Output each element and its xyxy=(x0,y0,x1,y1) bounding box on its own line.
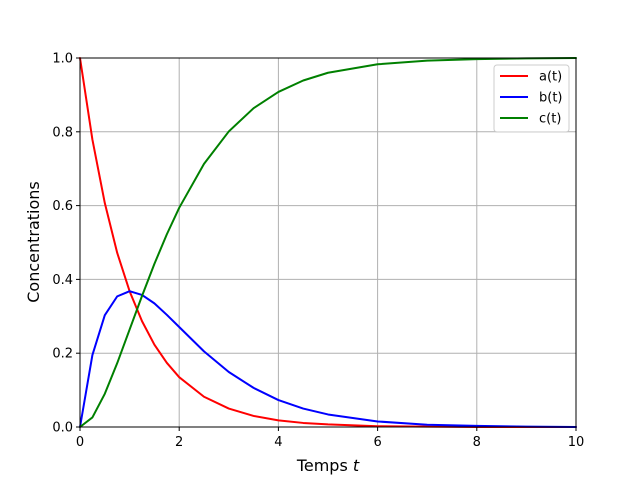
legend-label: c(t) xyxy=(539,112,561,127)
y-tick-label: 0.4 xyxy=(52,273,73,288)
y-axis-label: Concentrations xyxy=(24,181,43,303)
series-line-2 xyxy=(79,57,577,428)
y-tick-label: 1.0 xyxy=(52,52,73,67)
legend-label: a(t) xyxy=(539,70,562,85)
x-tick-label: 0 xyxy=(76,435,84,450)
legend-box xyxy=(493,64,570,133)
x-tick-label: 2 xyxy=(175,435,183,450)
x-tick-label: 10 xyxy=(568,435,585,450)
ticks: 0 2 4 6 8 10 0.0 0.2 0.4 0.6 0.8 1.0 xyxy=(52,52,584,451)
x-tick-label: 4 xyxy=(274,435,282,450)
x-tick-label: 6 xyxy=(373,435,381,450)
plot-frame xyxy=(79,57,577,428)
legend: a(t) b(t) c(t) xyxy=(493,64,570,133)
legend-label: b(t) xyxy=(539,91,563,106)
y-tick-label: 0.0 xyxy=(52,421,73,436)
x-axis-label-text: Temps xyxy=(296,456,348,475)
x-axis-label: Temps t xyxy=(296,456,360,475)
series-line-1 xyxy=(79,290,577,428)
y-tick-label: 0.6 xyxy=(52,199,73,214)
x-axis-label-variable: t xyxy=(353,456,360,475)
x-tick-label: 8 xyxy=(473,435,481,450)
y-tick-label: 0.2 xyxy=(52,347,73,362)
y-tick-label: 0.8 xyxy=(52,125,73,140)
